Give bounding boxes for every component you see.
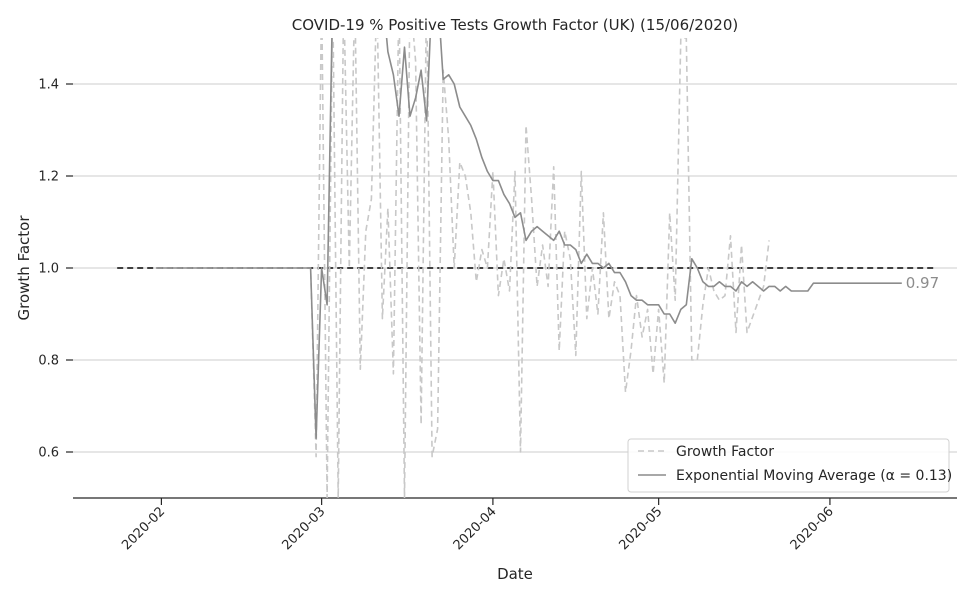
y-axis: 0.6 0.8 1.0 1.2 1.4 [38, 78, 73, 461]
x-axis: 2020-02 2020-03 2020-04 2020-05 2020-06 [119, 498, 837, 553]
y-tick-label: 0.8 [38, 354, 59, 369]
x-tick-label: 2020-06 [788, 504, 837, 553]
y-axis-label: Growth Factor [15, 215, 33, 321]
y-tick-label: 1.0 [38, 262, 59, 277]
chart-title: COVID-19 % Positive Tests Growth Factor … [292, 16, 738, 34]
y-tick-label: 0.6 [38, 446, 59, 461]
plot-area [117, 38, 935, 498]
y-tick-label: 1.4 [38, 78, 59, 93]
x-tick-label: 2020-03 [279, 504, 328, 553]
series-growth-factor-line [155, 38, 770, 498]
legend: Growth Factor Exponential Moving Average… [627, 438, 952, 493]
x-tick-label: 2020-05 [616, 504, 665, 553]
legend-label-moving-average: Exponential Moving Average (α = 0.13) [676, 468, 952, 484]
x-tick-label: 2020-04 [451, 504, 500, 553]
end-value-annotation: 0.97 [906, 274, 939, 292]
legend-label-growth-factor: Growth Factor [676, 444, 774, 460]
series-moving-average-line [155, 38, 902, 440]
y-tick-label: 1.2 [38, 170, 59, 185]
x-axis-label: Date [497, 565, 533, 583]
x-tick-label: 2020-02 [119, 504, 168, 553]
legend-frame [627, 438, 950, 493]
